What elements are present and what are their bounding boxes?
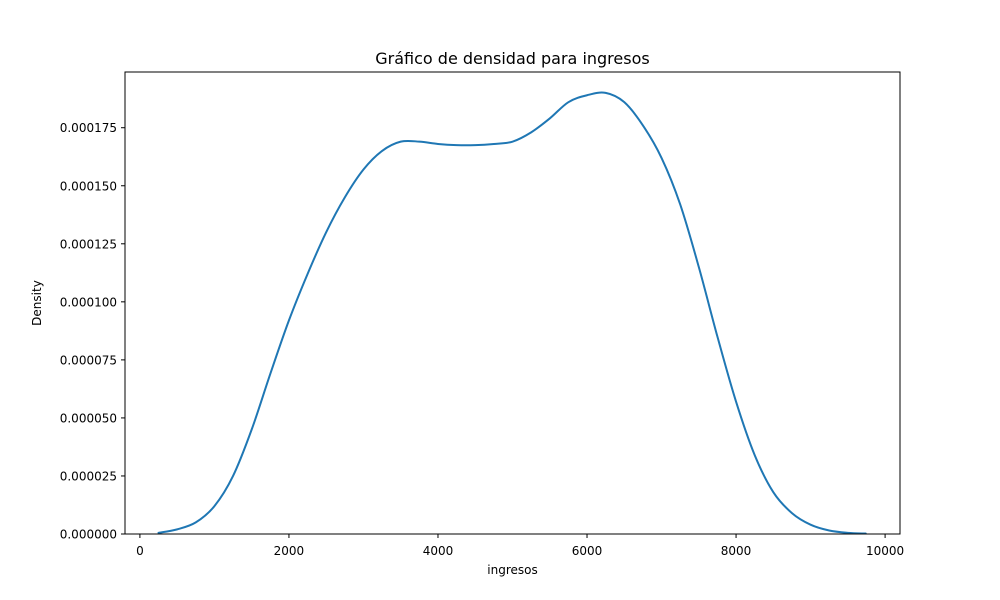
x-tick-label: 8000 (721, 544, 752, 558)
y-tick-label: 0.000025 (60, 469, 117, 483)
x-tick-label: 2000 (274, 544, 305, 558)
y-tick-label: 0.000150 (60, 179, 117, 193)
y-tick-label: 0.000050 (60, 411, 117, 425)
x-tick-label: 4000 (423, 544, 454, 558)
y-tick-label: 0.000000 (60, 528, 117, 542)
plot-area (157, 91, 867, 535)
y-tick-label: 0.000075 (60, 353, 117, 367)
plot-frame (124, 71, 901, 535)
density-line (157, 91, 867, 535)
x-tick-label: 6000 (572, 544, 603, 558)
x-axis-title: ingresos (487, 563, 537, 577)
y-tick-label: 0.000100 (60, 295, 117, 309)
x-tick-label: 10000 (866, 544, 904, 558)
x-tick-label: 0 (136, 544, 144, 558)
y-axis-title: Density (30, 280, 44, 326)
y-axis: 0.000000 0.000025 0.000050 0.000075 0.000100… (60, 121, 125, 542)
y-tick-label: 0.000175 (60, 121, 117, 135)
chart-title: Gráfico de densidad para ingresos (375, 49, 649, 68)
y-tick-label: 0.000125 (60, 237, 117, 251)
x-axis: 0 2000 4000 6000 8000 10000 (136, 534, 904, 558)
